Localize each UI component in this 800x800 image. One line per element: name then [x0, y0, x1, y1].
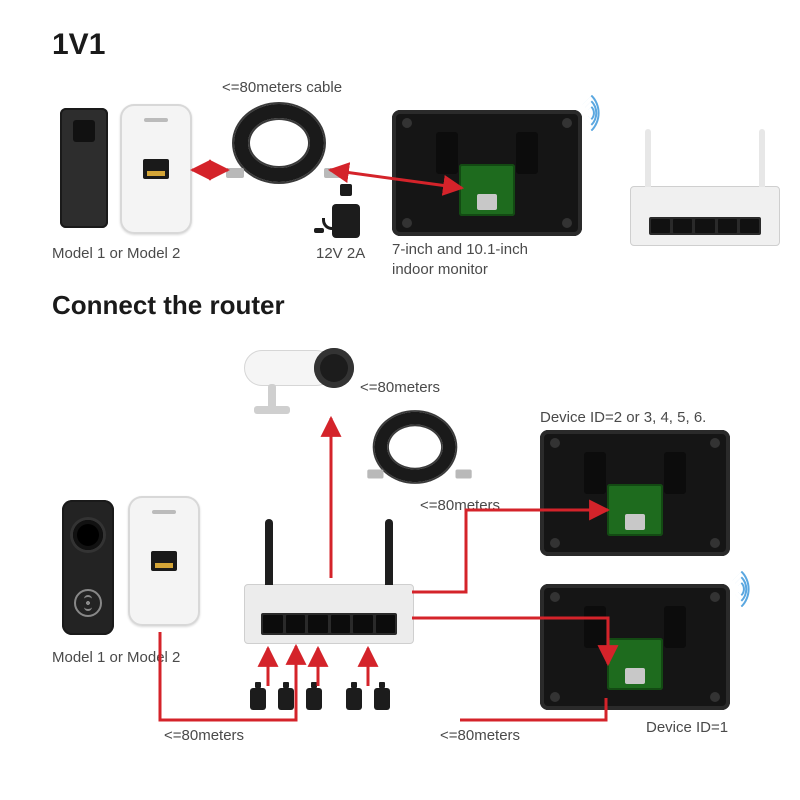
- label-deviceid-top: Device ID=2 or 3, 4, 5, 6.: [540, 408, 706, 428]
- label-deviceid-bottom: Device ID=1: [646, 718, 728, 738]
- label-models-s2: Model 1 or Model 2: [52, 648, 180, 668]
- section1-title: 1V1: [52, 28, 105, 62]
- label-80m-bottom-right: <=80meters: [440, 726, 520, 746]
- label-models-s1: Model 1 or Model 2: [52, 244, 180, 264]
- doorbell-model2-back-s2: [128, 496, 200, 626]
- router-s1: [630, 186, 780, 246]
- ip-camera: [234, 344, 354, 414]
- router-s2: [244, 584, 414, 644]
- monitor-bottom: [540, 584, 730, 710]
- psu-s1: [324, 182, 368, 238]
- label-cable-s1: <=80meters cable: [222, 78, 342, 98]
- cable-coil-s1: [234, 104, 324, 182]
- label-80m-bottom-left: <=80meters: [164, 726, 244, 746]
- section2-title: Connect the router: [52, 290, 285, 321]
- psu-group: [250, 688, 420, 728]
- doorbell-model1-s2: [62, 500, 114, 635]
- doorbell-model2-back: [120, 104, 192, 234]
- monitor-s1: [392, 110, 582, 236]
- label-monitor-s1: 7-inch and 10.1-inch indoor monitor: [392, 240, 528, 279]
- doorbell-model1: [60, 108, 108, 228]
- label-80m-cam: <=80meters: [360, 378, 440, 398]
- cable-coil-s2: [375, 412, 456, 482]
- monitor-top: [540, 430, 730, 556]
- label-80m-mid: <=80meters: [420, 496, 500, 516]
- label-psu-s1: 12V 2A: [316, 244, 365, 264]
